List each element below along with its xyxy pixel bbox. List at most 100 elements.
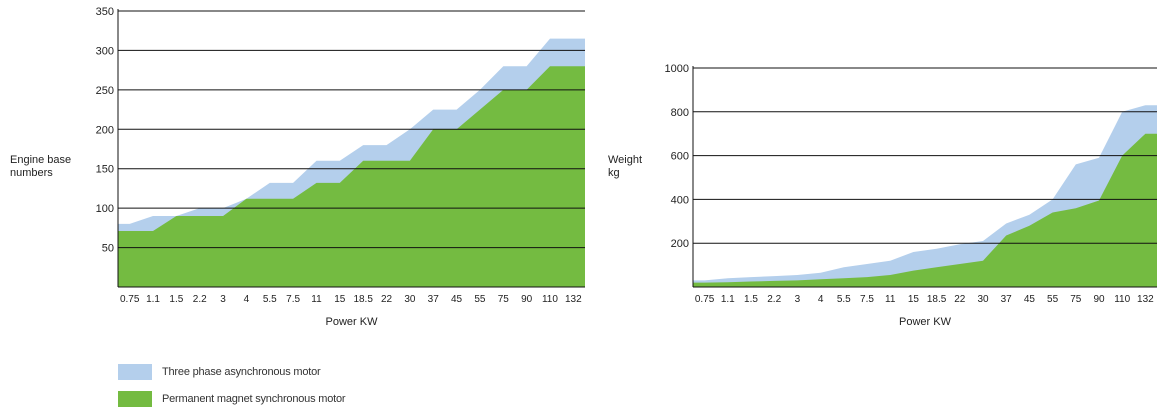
y-axis-title-line-1: kg <box>608 167 620 179</box>
data-point-permanent-magnet-synchronous-motor-0 <box>128 230 131 233</box>
data-point-three-phase-asynchronous-motor-9 <box>912 250 915 253</box>
x-tick-label-30: 30 <box>404 294 416 305</box>
y-axis-title-line-0: Weight <box>608 154 642 166</box>
data-point-three-phase-asynchronous-motor-12 <box>982 240 985 243</box>
y-tick-label-800: 800 <box>671 107 689 119</box>
data-point-permanent-magnet-synchronous-motor-10 <box>362 159 365 162</box>
data-point-three-phase-asynchronous-motor-17 <box>525 65 528 68</box>
data-point-three-phase-asynchronous-motor-10 <box>362 144 365 147</box>
x-tick-label-5-5: 5.5 <box>263 294 277 305</box>
x-tick-label-30: 30 <box>977 294 989 305</box>
data-point-permanent-magnet-synchronous-motor-12 <box>982 259 985 262</box>
x-tick-label-22: 22 <box>954 294 966 305</box>
x-tick-label-37: 37 <box>1001 294 1013 305</box>
data-point-three-phase-asynchronous-motor-8 <box>315 159 318 162</box>
data-point-three-phase-asynchronous-motor-2 <box>750 276 753 279</box>
x-tick-label-90: 90 <box>1093 294 1105 305</box>
data-point-permanent-magnet-synchronous-motor-11 <box>385 159 388 162</box>
x-tick-label-11: 11 <box>885 294 896 305</box>
x-tick-label-18-5: 18.5 <box>927 294 947 305</box>
data-point-permanent-magnet-synchronous-motor-11 <box>958 263 961 266</box>
x-tick-label-7-5: 7.5 <box>286 294 300 305</box>
legend-label-pm: Permanent magnet synchronous motor <box>162 393 346 405</box>
y-tick-label-600: 600 <box>671 151 689 163</box>
x-tick-label-5-5: 5.5 <box>837 294 851 305</box>
series-area-permanent-magnet-synchronous-motor <box>693 133 1157 287</box>
data-point-three-phase-asynchronous-motor-17 <box>1098 156 1101 159</box>
data-point-permanent-magnet-synchronous-motor-1 <box>726 281 729 284</box>
x-tick-label-4: 4 <box>818 294 824 305</box>
y-tick-label-250: 250 <box>96 85 114 97</box>
data-point-permanent-magnet-synchronous-motor-9 <box>338 181 341 184</box>
data-point-three-phase-asynchronous-motor-6 <box>268 181 271 184</box>
data-point-three-phase-asynchronous-motor-19 <box>1144 104 1147 107</box>
x-tick-label-132: 132 <box>565 294 582 305</box>
y-tick-label-50: 50 <box>102 243 114 255</box>
data-point-three-phase-asynchronous-motor-9 <box>338 159 341 162</box>
data-point-permanent-magnet-synchronous-motor-15 <box>478 108 481 111</box>
y-tick-label-150: 150 <box>96 164 114 176</box>
x-tick-label-2-2: 2.2 <box>767 294 781 305</box>
y-tick-label-200: 200 <box>671 238 689 250</box>
data-point-three-phase-asynchronous-motor-0 <box>128 222 131 225</box>
legend-item-async: Three phase asynchronous motor <box>118 363 345 381</box>
data-point-three-phase-asynchronous-motor-11 <box>385 144 388 147</box>
x-tick-label-0-75: 0.75 <box>695 294 715 305</box>
legend-swatch-async <box>118 364 152 380</box>
data-point-three-phase-asynchronous-motor-6 <box>842 266 845 269</box>
data-point-permanent-magnet-synchronous-motor-14 <box>1028 224 1031 227</box>
legend-swatch-pm <box>118 391 152 407</box>
x-tick-label-11: 11 <box>311 294 322 305</box>
data-point-three-phase-asynchronous-motor-7 <box>866 263 869 266</box>
x-tick-label-1-1: 1.1 <box>146 294 160 305</box>
data-point-permanent-magnet-synchronous-motor-9 <box>912 269 915 272</box>
y-axis-title-line-0: Engine base <box>10 154 71 166</box>
data-point-permanent-magnet-synchronous-motor-5 <box>819 278 822 281</box>
data-point-permanent-magnet-synchronous-motor-2 <box>175 215 178 218</box>
data-point-permanent-magnet-synchronous-motor-2 <box>750 280 753 283</box>
data-point-permanent-magnet-synchronous-motor-6 <box>268 197 271 200</box>
x-tick-label-15: 15 <box>908 294 920 305</box>
data-point-permanent-magnet-synchronous-motor-15 <box>1051 211 1054 214</box>
x-tick-label-75: 75 <box>498 294 510 305</box>
x-tick-label-2-2: 2.2 <box>193 294 207 305</box>
data-point-permanent-magnet-synchronous-motor-7 <box>866 276 869 279</box>
data-point-three-phase-asynchronous-motor-3 <box>773 275 776 278</box>
x-axis-title: Power KW <box>899 316 952 328</box>
data-point-three-phase-asynchronous-motor-14 <box>1028 213 1031 216</box>
y-axis-title: Weight kg <box>608 154 642 179</box>
data-point-three-phase-asynchronous-motor-1 <box>152 215 155 218</box>
data-point-three-phase-asynchronous-motor-16 <box>502 65 505 68</box>
x-axis-title: Power KW <box>326 316 379 328</box>
data-point-permanent-magnet-synchronous-motor-1 <box>152 230 155 233</box>
data-point-permanent-magnet-synchronous-motor-0 <box>703 281 706 284</box>
data-point-three-phase-asynchronous-motor-8 <box>889 259 892 262</box>
y-tick-label-200: 200 <box>96 124 114 136</box>
data-point-three-phase-asynchronous-motor-5 <box>819 271 822 274</box>
data-point-three-phase-asynchronous-motor-13 <box>432 108 435 111</box>
y-tick-label-1000: 1000 <box>665 63 689 75</box>
x-tick-label-90: 90 <box>521 294 533 305</box>
x-tick-label-3: 3 <box>795 294 801 305</box>
data-point-permanent-magnet-synchronous-motor-10 <box>935 266 938 269</box>
y-axis-title-line-1: numbers <box>10 167 53 179</box>
x-tick-label-45: 45 <box>451 294 463 305</box>
data-point-three-phase-asynchronous-motor-10 <box>935 247 938 250</box>
data-point-three-phase-asynchronous-motor-7 <box>292 181 295 184</box>
x-tick-label-132: 132 <box>1137 294 1154 305</box>
x-tick-label-1-5: 1.5 <box>744 294 758 305</box>
y-tick-label-400: 400 <box>671 194 689 206</box>
weight-chart: 200 400 600 800 1000 0.75 1.1 1.5 2.2 3 4 5.5 7.5 11 1… <box>608 63 1157 328</box>
data-point-permanent-magnet-synchronous-motor-4 <box>796 279 799 282</box>
chart-canvas: 50 100 150 200 250 300 350 0.75 1.1 1.5 2.2 3 4 5.5 7.… <box>10 6 1157 328</box>
x-tick-label-0-75: 0.75 <box>120 294 140 305</box>
x-tick-label-4: 4 <box>244 294 250 305</box>
data-point-three-phase-asynchronous-motor-19 <box>572 37 575 40</box>
data-point-permanent-magnet-synchronous-motor-7 <box>292 197 295 200</box>
data-point-three-phase-asynchronous-motor-16 <box>1074 163 1077 166</box>
x-tick-label-15: 15 <box>334 294 346 305</box>
y-tick-label-100: 100 <box>96 203 114 215</box>
data-point-three-phase-asynchronous-motor-1 <box>726 277 729 280</box>
data-point-three-phase-asynchronous-motor-13 <box>1005 222 1008 225</box>
legend-label-async: Three phase asynchronous motor <box>162 366 321 378</box>
